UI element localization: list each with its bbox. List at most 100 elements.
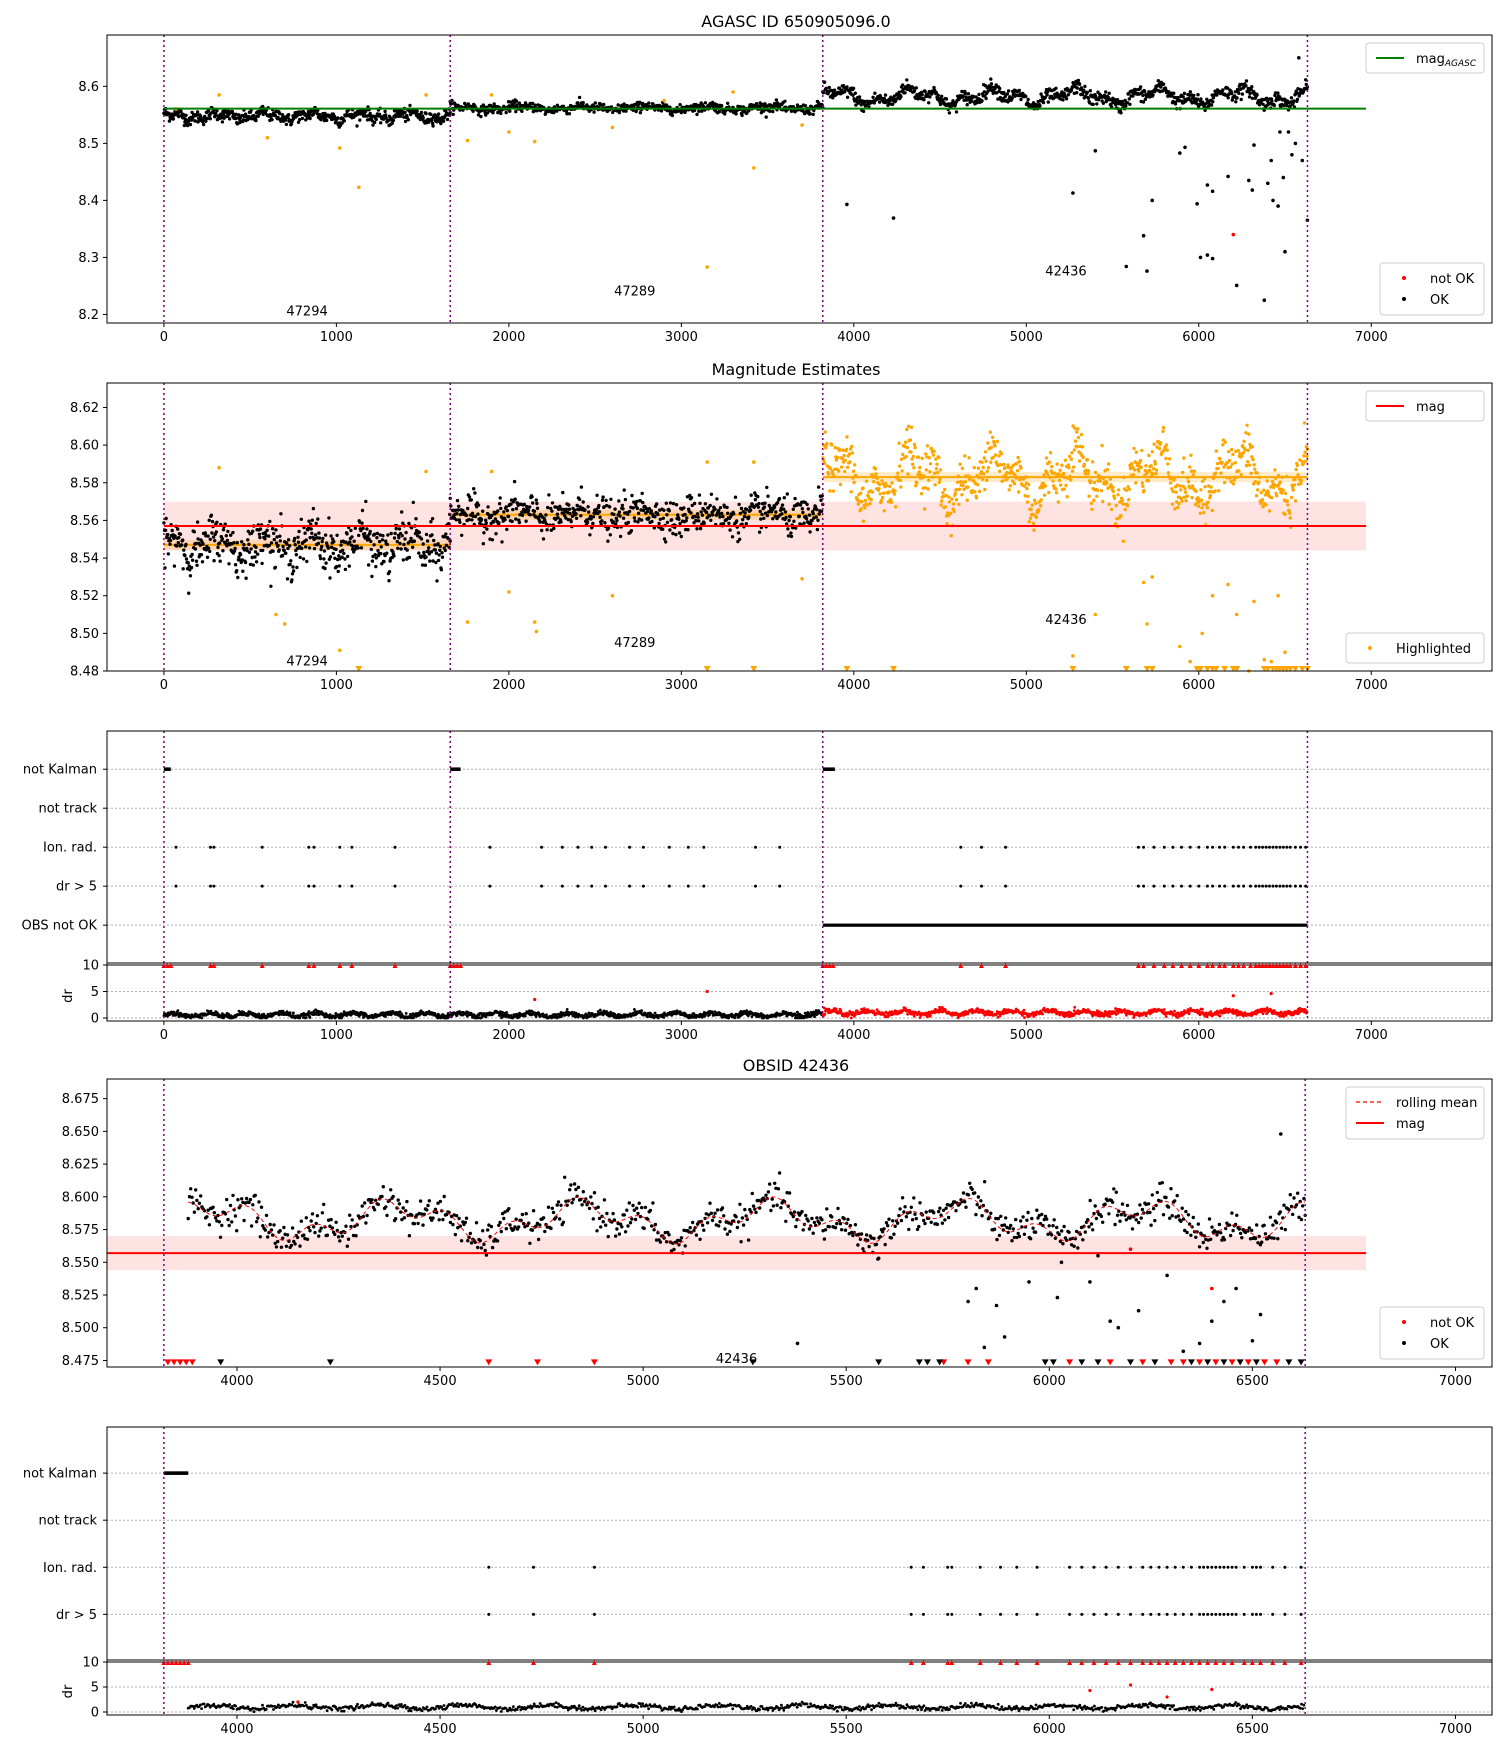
data-point bbox=[1201, 479, 1205, 483]
data-point bbox=[905, 427, 909, 432]
data-point bbox=[353, 526, 357, 530]
data-point bbox=[1153, 462, 1158, 466]
data-point bbox=[424, 469, 428, 474]
data-point bbox=[889, 498, 893, 502]
data-point bbox=[1046, 100, 1051, 104]
data-point bbox=[273, 113, 278, 118]
data-point bbox=[1151, 93, 1155, 97]
data-point bbox=[981, 465, 985, 470]
data-point bbox=[520, 109, 524, 114]
data-point bbox=[467, 517, 471, 522]
data-point bbox=[1152, 442, 1156, 446]
y-tick-label: 8.2 bbox=[78, 308, 99, 323]
data-point bbox=[713, 507, 717, 511]
data-point bbox=[1174, 490, 1178, 494]
data-point bbox=[489, 93, 494, 97]
data-point bbox=[1075, 91, 1079, 95]
data-point bbox=[848, 447, 853, 451]
data-point bbox=[634, 109, 638, 114]
data-point bbox=[832, 88, 837, 92]
data-point bbox=[622, 488, 626, 492]
data-point bbox=[636, 520, 640, 524]
data-point bbox=[458, 512, 463, 517]
data-point bbox=[753, 497, 758, 502]
data-point bbox=[905, 78, 909, 82]
data-point bbox=[247, 542, 251, 546]
data-point bbox=[269, 584, 273, 588]
data-point bbox=[1034, 515, 1039, 520]
flag-point bbox=[1004, 845, 1008, 849]
data-point bbox=[235, 569, 239, 573]
data-point bbox=[721, 522, 726, 526]
data-point bbox=[234, 112, 238, 117]
data-point bbox=[897, 90, 901, 95]
data-point bbox=[555, 512, 560, 516]
data-point bbox=[1179, 488, 1183, 492]
obsid-label: 47289 bbox=[614, 636, 655, 651]
data-point bbox=[496, 509, 500, 513]
data-point bbox=[932, 85, 936, 90]
data-point bbox=[1147, 468, 1152, 473]
data-point bbox=[532, 139, 537, 144]
x-tick-label: 7000 bbox=[1355, 678, 1388, 693]
data-point bbox=[801, 510, 805, 515]
data-point bbox=[389, 531, 393, 536]
data-point bbox=[1085, 458, 1090, 462]
data-point bbox=[1257, 475, 1262, 480]
flag-point bbox=[641, 884, 645, 888]
data-point bbox=[194, 541, 198, 546]
data-point bbox=[1150, 575, 1154, 579]
data-point bbox=[356, 546, 360, 550]
data-point bbox=[959, 480, 963, 484]
flag-point bbox=[350, 845, 354, 849]
data-point bbox=[1031, 521, 1036, 526]
data-point bbox=[1073, 426, 1077, 430]
data-point bbox=[888, 484, 892, 489]
data-point bbox=[337, 554, 341, 558]
obsid-label: 47294 bbox=[286, 305, 327, 320]
data-point bbox=[581, 500, 585, 504]
dr-point bbox=[523, 1014, 527, 1018]
data-point bbox=[937, 96, 942, 101]
data-point bbox=[379, 121, 383, 125]
data-point bbox=[1086, 469, 1091, 473]
data-point bbox=[317, 112, 322, 117]
data-point bbox=[1191, 473, 1195, 477]
data-point bbox=[1211, 96, 1216, 100]
data-point bbox=[843, 458, 847, 462]
data-point bbox=[743, 511, 747, 515]
data-point bbox=[1161, 82, 1166, 86]
data-point bbox=[1010, 96, 1014, 100]
data-point bbox=[1221, 443, 1225, 447]
data-point bbox=[170, 528, 174, 533]
data-point bbox=[1055, 462, 1059, 466]
data-point bbox=[331, 537, 335, 541]
data-point bbox=[534, 629, 539, 634]
data-point bbox=[773, 514, 777, 518]
data-point bbox=[589, 517, 593, 521]
data-point bbox=[1116, 493, 1120, 497]
data-point bbox=[360, 508, 365, 513]
data-point bbox=[1070, 451, 1074, 455]
data-point bbox=[723, 112, 727, 116]
data-point bbox=[493, 517, 498, 521]
data-point bbox=[166, 552, 170, 556]
data-point bbox=[877, 100, 882, 104]
flag-point bbox=[1288, 845, 1292, 849]
data-point bbox=[1092, 480, 1097, 485]
data-point bbox=[1304, 78, 1308, 82]
data-point bbox=[655, 502, 659, 506]
data-point bbox=[417, 530, 421, 535]
data-point bbox=[366, 563, 371, 567]
x-tick-label: 4000 bbox=[837, 678, 870, 693]
data-point bbox=[181, 538, 185, 542]
flag-point bbox=[1285, 884, 1289, 888]
data-point bbox=[278, 534, 282, 538]
data-point bbox=[616, 103, 620, 107]
data-point bbox=[424, 111, 428, 116]
data-point bbox=[962, 487, 966, 491]
data-point bbox=[982, 472, 986, 476]
data-point bbox=[243, 560, 248, 565]
data-point bbox=[338, 146, 342, 150]
data-point bbox=[345, 554, 350, 559]
